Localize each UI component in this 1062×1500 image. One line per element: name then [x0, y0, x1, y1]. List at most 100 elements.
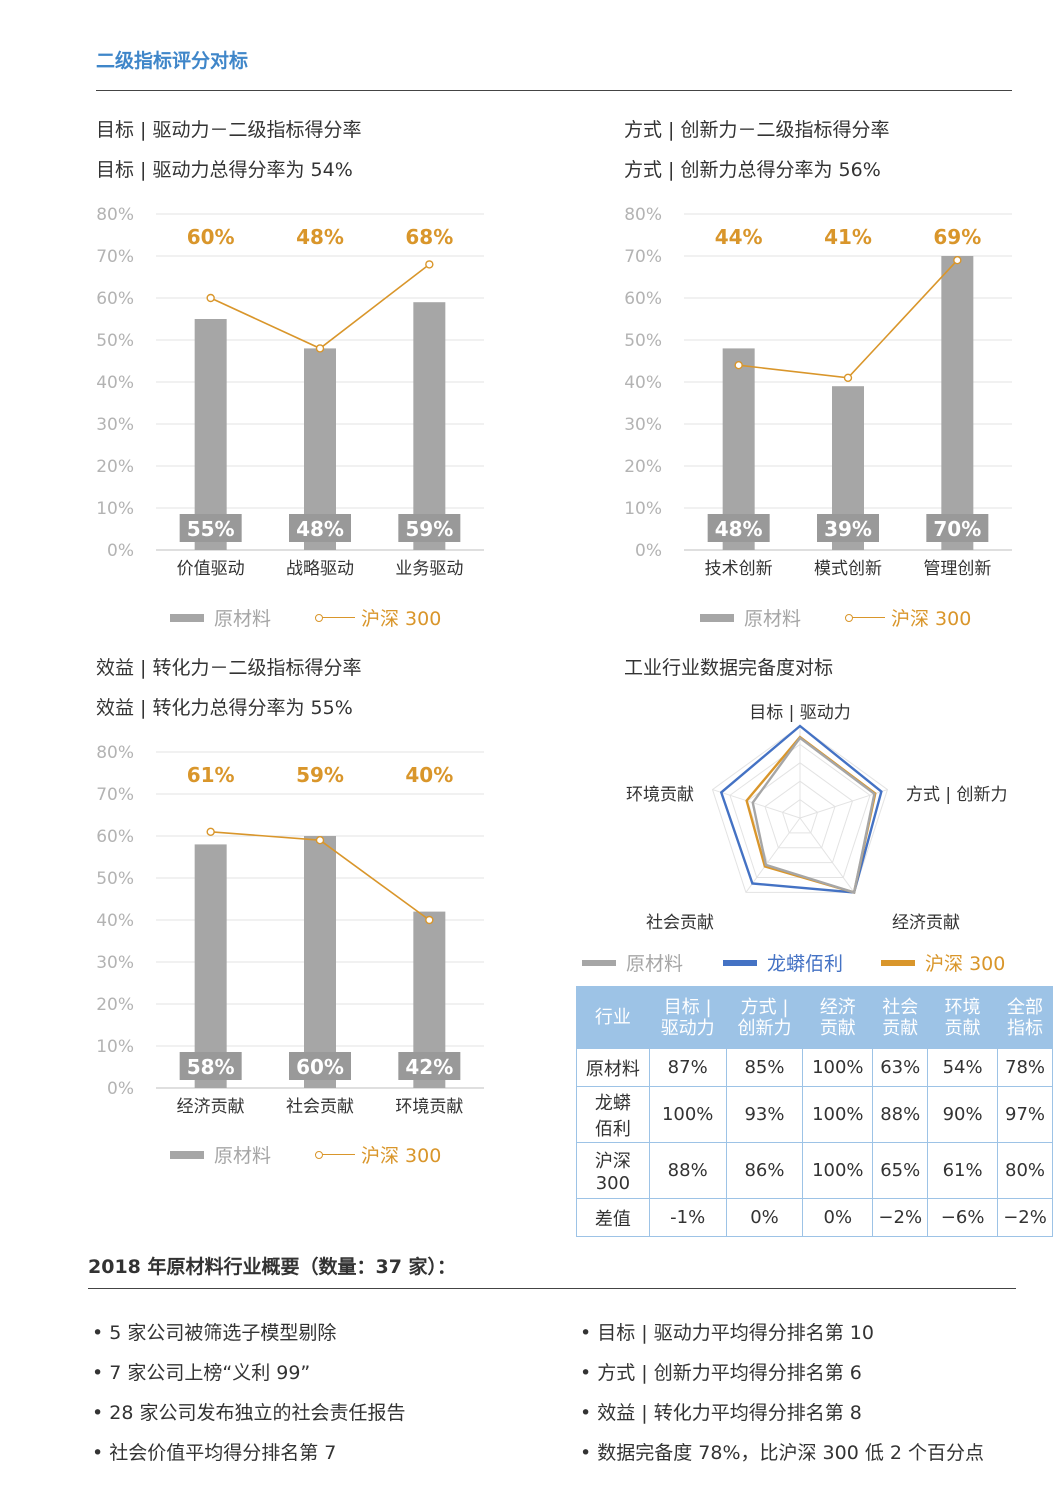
- y-tick-label: 30%: [624, 415, 662, 435]
- chart-2-legend: 原材料 沪深 300: [700, 604, 971, 631]
- series-line-hs300: [210, 263, 430, 350]
- radar-axis-label: 经济贡献: [892, 913, 960, 933]
- summary-right-item: • 数据完备度 78%，比沪深 300 低 2 个百分点: [580, 1442, 985, 1464]
- bar-data-label: 48%: [296, 517, 344, 541]
- legend-material-swatch: [170, 1150, 204, 1159]
- table-cell: 63%: [872, 1048, 929, 1087]
- table-cell: 85%: [725, 1048, 804, 1087]
- table-cell: 54%: [927, 1048, 999, 1087]
- table-row: 龙蟒 佰利 100% 93% 100% 88% 90% 97%: [576, 1086, 1053, 1143]
- bar-label-box: [289, 1052, 351, 1080]
- x-tick-label: 模式创新: [814, 559, 882, 579]
- y-tick-label: 80%: [624, 205, 662, 225]
- y-tick-label: 20%: [96, 457, 134, 477]
- x-tick-label: 管理创新: [923, 559, 991, 579]
- summary-left-item: • 5 家公司被筛选子模型剔除: [92, 1322, 337, 1344]
- table-cell: -1%: [648, 1198, 727, 1237]
- table-cell: 86%: [725, 1142, 804, 1199]
- legend-material-swatch: [582, 959, 616, 966]
- legend-hs300-label: 沪深 300: [361, 608, 442, 630]
- bar-data-label: 48%: [715, 517, 763, 541]
- y-tick-label: 20%: [96, 995, 134, 1015]
- radar-grid-ring: [764, 780, 836, 849]
- bar-label-box: [398, 514, 461, 542]
- legend-hs300-swatch: [881, 959, 916, 966]
- summary-left-item: • 社会价值平均得分排名第 7: [92, 1442, 337, 1464]
- radar-axis-label: 社会贡献: [646, 913, 714, 933]
- y-tick-label: 40%: [96, 911, 134, 931]
- series-line-hs300: [738, 259, 958, 379]
- legend-material-label: 原材料: [214, 608, 272, 630]
- line-point: [206, 827, 215, 837]
- legend-hs300-swatch: [845, 612, 886, 624]
- table-cell: 93%: [725, 1086, 804, 1143]
- table-cell: 100%: [802, 1086, 874, 1143]
- x-tick-label: 战略驱动: [286, 559, 354, 579]
- table-cell: −2%: [872, 1198, 929, 1237]
- bar-data-label: 42%: [405, 1055, 453, 1079]
- chart-3-subtitle: 效益 | 转化力总得分率为 55%: [96, 697, 353, 719]
- bar: [304, 836, 336, 1088]
- bar-label-box: [707, 514, 770, 542]
- bar-label-box: [817, 514, 879, 542]
- line-data-label: 59%: [296, 763, 344, 787]
- table-cell: 97%: [997, 1086, 1053, 1143]
- y-tick-label: 60%: [96, 289, 134, 309]
- table-header-cell: 环境 贡献: [927, 986, 999, 1049]
- y-tick-label: 30%: [96, 415, 134, 435]
- row-label: 原材料: [576, 1048, 650, 1087]
- radar-grid-ring: [781, 798, 819, 834]
- chart-1-title: 目标 | 驱动力－二级指标得分率: [96, 119, 362, 141]
- row-label: 差值: [576, 1198, 650, 1237]
- line-point: [843, 373, 853, 383]
- y-tick-label: 0%: [635, 541, 662, 561]
- bar-data-label: 39%: [824, 517, 872, 541]
- x-tick-label: 技术创新: [705, 559, 773, 579]
- bar-label-box: [289, 514, 351, 542]
- table-row: 原材料 87% 85% 100% 63% 54% 78%: [576, 1048, 1053, 1087]
- bar-data-label: 55%: [187, 517, 235, 541]
- chart-2-plot: 0% 10% 20% 30% 40% 50% 60% 70% 80% 48% 技术创新 44% 39% 模…: [624, 205, 1012, 579]
- x-tick-label: 业务驱动: [395, 559, 463, 579]
- line-point: [953, 256, 962, 265]
- table-cell: −6%: [927, 1198, 999, 1237]
- table-row: 沪深 300 88% 86% 100% 65% 61% 80%: [576, 1142, 1053, 1199]
- radar-title: 工业行业数据完备度对标: [624, 657, 834, 679]
- line-point: [315, 344, 325, 353]
- y-tick-label: 70%: [624, 247, 662, 267]
- summary-right-item: • 方式 | 创新力平均得分排名第 6: [580, 1362, 862, 1384]
- line-point: [206, 293, 215, 303]
- bar: [941, 256, 974, 550]
- radar-axis-label: 环境贡献: [626, 785, 694, 805]
- radar-series-1: [719, 724, 883, 894]
- y-tick-label: 40%: [624, 373, 662, 393]
- table-cell: 88%: [648, 1142, 727, 1199]
- y-tick-label: 50%: [624, 331, 662, 351]
- table-cell: 80%: [997, 1142, 1053, 1199]
- chart-1-legend: 原材料 沪深 300: [170, 604, 441, 631]
- y-tick-label: 70%: [96, 785, 134, 805]
- line-data-label: 44%: [715, 225, 763, 249]
- y-tick-label: 10%: [96, 499, 134, 519]
- radar-spoke: [799, 789, 888, 819]
- radar-axis-label: 目标 | 驱动力: [749, 703, 851, 723]
- line-point: [425, 260, 434, 269]
- line-data-label: 60%: [187, 225, 235, 249]
- row-label: 沪深 300: [576, 1142, 650, 1199]
- radar-series-0: [751, 736, 876, 894]
- table-cell: 0%: [725, 1198, 804, 1237]
- legend-material-swatch: [170, 613, 204, 622]
- line-point: [315, 835, 325, 845]
- chart-3-title: 效益 | 转化力－二级指标得分率: [96, 657, 362, 679]
- page-title: 二级指标评分对标: [96, 50, 249, 72]
- chart-2-title: 方式 | 创新力－二级指标得分率: [624, 119, 890, 141]
- x-tick-label: 环境贡献: [395, 1097, 463, 1117]
- table-header-cell: 经济 贡献: [802, 986, 874, 1049]
- bar-label-box: [926, 514, 989, 542]
- summary-heading: 2018 年原材料行业概要（数量：37 家）：: [88, 1256, 457, 1278]
- table-cell: 100%: [802, 1048, 874, 1087]
- legend-longmang-swatch: [723, 959, 758, 966]
- radar-spoke: [745, 817, 801, 893]
- completeness-table: 行业 目标 | 驱动力 方式 | 创新力 经济 贡献 社会 贡献 环境 贡献 全部 指标 原…: [576, 986, 1053, 1237]
- x-tick-label: 经济贡献: [177, 1097, 245, 1117]
